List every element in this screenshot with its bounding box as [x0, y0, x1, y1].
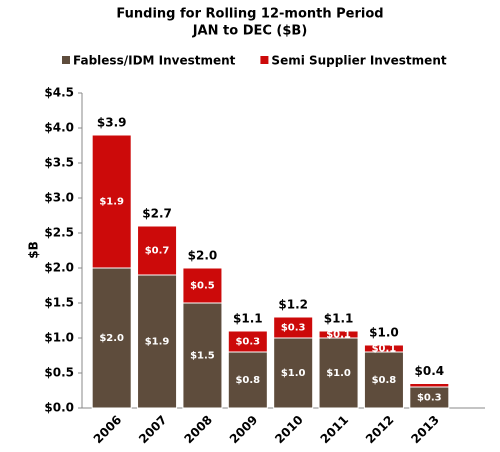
segment-label: $1.9: [99, 197, 124, 208]
total-label: $1.2: [278, 298, 308, 312]
chart-subtitle: JAN to DEC ($B): [192, 24, 308, 39]
x-tick-label: 2006: [91, 413, 125, 447]
x-tick-label: 2009: [227, 413, 261, 447]
segment-label: $0.1: [372, 344, 397, 355]
total-label: $2.0: [188, 249, 218, 263]
y-tick-label: $2.5: [44, 226, 74, 240]
x-tick-label: 2010: [272, 413, 306, 447]
segment-label: $0.3: [281, 323, 306, 334]
total-label: $3.9: [97, 116, 127, 130]
bar-segment: [137, 225, 178, 276]
bar-segment: [409, 383, 450, 388]
bar-segment: [227, 330, 268, 353]
segment-label: $1.0: [281, 368, 306, 379]
bar-segment: [318, 330, 359, 339]
legend-swatch: [62, 56, 70, 64]
legend-swatch: [260, 56, 269, 64]
segment-label: $0.3: [417, 393, 442, 404]
bar-segment: [363, 351, 404, 409]
y-tick-label: $3.0: [44, 191, 74, 205]
segment-label: $0.7: [145, 246, 170, 257]
segment-label: $0.8: [372, 375, 397, 386]
y-tick-label: $4.0: [44, 121, 74, 135]
segment-label: $1.0: [326, 368, 351, 379]
x-tick-label: 2007: [136, 413, 170, 447]
bar-segment: [227, 351, 268, 409]
bar-segment: [318, 337, 359, 409]
bar-segment: [273, 316, 314, 339]
x-tick-label: 2012: [363, 413, 397, 447]
chart-title: Funding for Rolling 12-month Period: [116, 7, 383, 22]
segment-label: $1.9: [145, 337, 170, 348]
y-tick-label: $2.0: [44, 261, 74, 275]
segment-label: $1.5: [190, 351, 215, 362]
y-tick-label: $4.5: [44, 86, 74, 100]
bar-segment: [182, 302, 223, 409]
y-tick-label: $1.5: [44, 296, 74, 310]
total-label: $1.1: [233, 312, 263, 326]
x-tick-label: 2008: [182, 413, 216, 447]
bar-segment: [91, 267, 132, 409]
bar-segment: [91, 134, 132, 269]
bar-segment: [363, 344, 404, 353]
segment-label: $2.0: [99, 333, 124, 344]
segment-label: $0.1: [326, 330, 351, 341]
y-tick-label: $0.0: [44, 401, 74, 415]
y-tick-label: $3.5: [44, 156, 74, 170]
legend-label: Fabless/IDM Investment: [73, 54, 236, 68]
segment-label: $0.8: [235, 375, 260, 386]
total-label: $0.4: [415, 364, 445, 378]
total-label: $1.0: [369, 326, 399, 340]
segment-label: $0.3: [235, 337, 260, 348]
segment-label: $0.5: [190, 281, 215, 292]
y-axis-label: $B: [27, 241, 41, 259]
total-label: $1.1: [324, 312, 354, 326]
x-tick-label: 2011: [318, 413, 352, 447]
y-tick-label: $0.5: [44, 366, 74, 380]
bar-segment: [273, 337, 314, 409]
y-tick-label: $1.0: [44, 331, 74, 345]
x-tick-label: 2013: [408, 413, 442, 447]
bar-segment: [182, 267, 223, 304]
total-label: $2.7: [142, 207, 172, 221]
legend-label: Semi Supplier Investment: [271, 54, 446, 68]
